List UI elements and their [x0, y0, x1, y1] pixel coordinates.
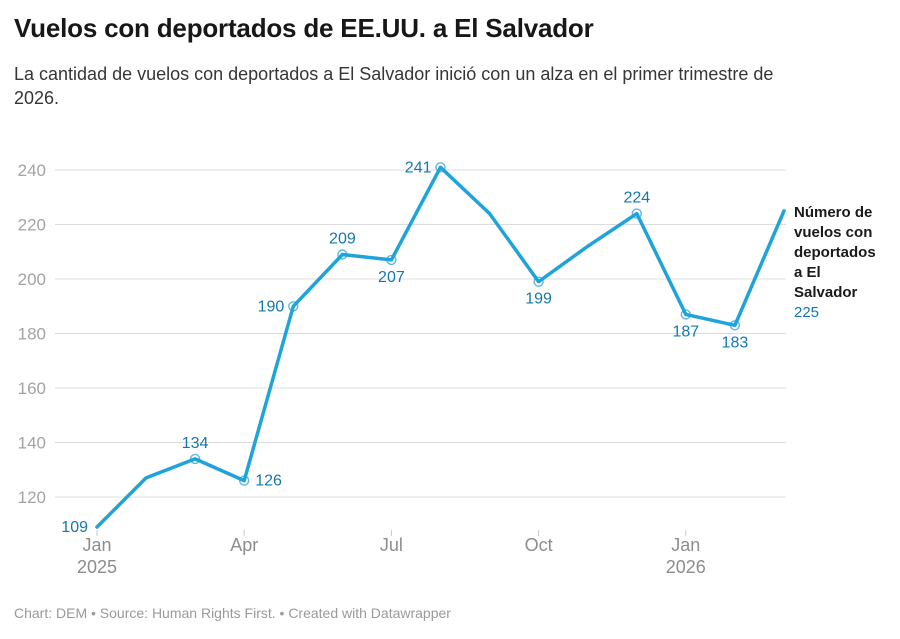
- svg-text:199: 199: [525, 291, 552, 308]
- svg-text:209: 209: [329, 231, 356, 248]
- svg-text:207: 207: [378, 269, 405, 286]
- svg-text:240: 240: [18, 161, 46, 180]
- svg-text:190: 190: [258, 298, 285, 315]
- svg-text:220: 220: [18, 216, 46, 235]
- svg-text:224: 224: [623, 190, 650, 207]
- series-annotation: Número de vuelos con deportados a El Sal…: [794, 203, 889, 323]
- chart-footer: Chart: DEM • Source: Human Rights First.…: [14, 605, 451, 621]
- data-point-markers: [189, 162, 741, 486]
- svg-text:Jan: Jan: [82, 535, 111, 555]
- y-axis-labels: 120 140 160 180 200 220 240: [18, 161, 46, 507]
- svg-text:109: 109: [61, 519, 88, 536]
- svg-text:Jul: Jul: [380, 535, 403, 555]
- svg-text:140: 140: [18, 434, 46, 453]
- svg-text:120: 120: [18, 488, 46, 507]
- svg-text:200: 200: [18, 270, 46, 289]
- svg-text:180: 180: [18, 325, 46, 344]
- svg-text:126: 126: [255, 473, 282, 490]
- svg-text:183: 183: [722, 334, 749, 351]
- svg-text:Jan: Jan: [671, 535, 700, 555]
- svg-text:241: 241: [405, 159, 432, 176]
- svg-text:134: 134: [182, 435, 209, 452]
- svg-text:Oct: Oct: [525, 535, 553, 555]
- data-line: [95, 165, 786, 529]
- data-point-labels: 109 134 126 190 209 207 241 199 224 187 183: [61, 159, 748, 536]
- series-annotation-value: 225: [794, 304, 820, 321]
- svg-text:160: 160: [18, 379, 46, 398]
- x-axis-ticks: [96, 530, 687, 536]
- chart-subtitle: La cantidad de vuelos con deportados a E…: [14, 64, 774, 108]
- svg-text:2026: 2026: [666, 557, 706, 577]
- series-annotation-label: Número de vuelos con deportados a El Sal…: [794, 204, 876, 301]
- y-gridlines: [55, 169, 786, 498]
- svg-text:2025: 2025: [77, 557, 117, 577]
- svg-text:187: 187: [672, 323, 699, 340]
- chart-title: Vuelos con deportados de EE.UU. a El Sal…: [14, 13, 594, 43]
- svg-text:Apr: Apr: [230, 535, 258, 555]
